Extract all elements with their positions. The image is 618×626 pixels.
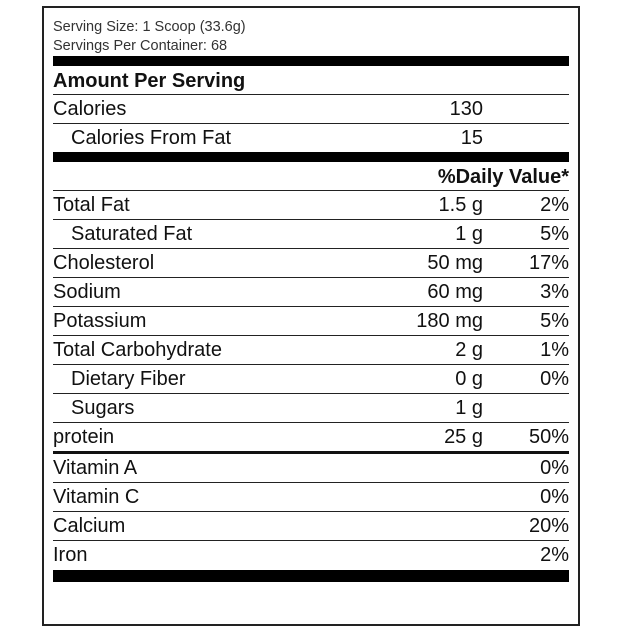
nutrient-row: Sodium 60 mg 3% (53, 278, 569, 306)
thick-divider (53, 152, 569, 162)
nutrient-row: Saturated Fat 1 g 5% (53, 220, 569, 248)
vitamin-daily-value: 0% (540, 486, 569, 508)
nutrient-name: Saturated Fat (71, 223, 193, 245)
nutrient-name: Dietary Fiber (71, 368, 186, 390)
divider (53, 422, 569, 423)
nutrient-row: Dietary Fiber 0 g 0% (53, 365, 569, 393)
nutrient-amount: 25 g (444, 426, 483, 448)
nutrient-amount: 1 g (455, 397, 483, 419)
nutrient-row: Potassium 180 mg 5% (53, 307, 569, 335)
calories-from-fat-row: Calories From Fat 15 (53, 124, 569, 152)
thick-divider (53, 56, 569, 66)
nutrient-name: Sugars (71, 397, 135, 419)
nutrient-name: Total Fat (53, 194, 130, 216)
calories-from-fat-value: 15 (460, 127, 483, 149)
divider (53, 540, 569, 541)
divider (53, 219, 569, 220)
nutrient-name: Potassium (53, 310, 147, 332)
nutrient-amount: 1.5 g (438, 194, 483, 216)
divider (53, 277, 569, 278)
nutrient-daily-value: 2% (540, 194, 569, 216)
nutrient-row: Sugars 1 g (53, 394, 569, 422)
calories-row: Calories 130 (53, 95, 569, 123)
divider (53, 511, 569, 512)
divider (53, 393, 569, 394)
vitamin-name: Vitamin C (53, 486, 140, 508)
vitamin-daily-value: 0% (540, 457, 569, 479)
nutrient-daily-value: 1% (540, 339, 569, 361)
thick-divider (53, 570, 569, 582)
vitamin-row: Iron 2% (53, 541, 569, 569)
divider (53, 123, 569, 124)
nutrient-daily-value: 17% (528, 252, 569, 274)
calories-value: 130 (449, 98, 483, 120)
nutrient-name: Sodium (53, 281, 121, 303)
nutrition-facts-label: Serving Size: 1 Scoop (33.6g) Servings P… (42, 6, 580, 626)
nutrient-daily-value: 0% (540, 368, 569, 390)
nutrient-row: Total Carbohydrate 2 g 1% (53, 336, 569, 364)
nutrient-amount: 1 g (455, 223, 483, 245)
divider (53, 248, 569, 249)
nutrient-amount: 50 mg (427, 252, 483, 274)
nutrient-name: Total Carbohydrate (53, 339, 222, 361)
nutrient-amount: 2 g (455, 339, 483, 361)
nutrient-amount: 0 g (455, 368, 483, 390)
calories-label: Calories (53, 98, 127, 120)
vitamin-row: Calcium 20% (53, 512, 569, 540)
nutrient-name: Cholesterol (53, 252, 155, 274)
divider (53, 451, 569, 454)
nutrient-daily-value: 5% (540, 310, 569, 332)
nutrient-name: protein (53, 426, 115, 448)
servings-per-container: Servings Per Container: 68 (53, 38, 228, 54)
divider (53, 94, 569, 95)
vitamin-row: Vitamin C 0% (53, 483, 569, 511)
serving-size: Serving Size: 1 Scoop (33.6g) (53, 19, 246, 35)
nutrient-amount: 180 mg (416, 310, 483, 332)
nutrient-row: protein 25 g 50% (53, 423, 569, 451)
daily-value-header: %Daily Value* (437, 166, 569, 188)
nutrient-row: Total Fat 1.5 g 2% (53, 191, 569, 219)
calories-from-fat-label: Calories From Fat (71, 127, 232, 149)
nutrient-daily-value: 5% (540, 223, 569, 245)
nutrient-row: Cholesterol 50 mg 17% (53, 249, 569, 277)
nutrient-daily-value: 3% (540, 281, 569, 303)
vitamin-name: Calcium (53, 515, 126, 537)
divider (53, 335, 569, 336)
vitamin-row: Vitamin A 0% (53, 454, 569, 482)
vitamin-name: Vitamin A (53, 457, 138, 479)
divider (53, 364, 569, 365)
divider (53, 306, 569, 307)
divider (53, 482, 569, 483)
divider (53, 190, 569, 191)
amount-per-serving: Amount Per Serving (53, 70, 246, 92)
vitamin-daily-value: 2% (540, 544, 569, 566)
vitamin-name: Iron (53, 544, 88, 566)
nutrient-amount: 60 mg (427, 281, 483, 303)
nutrient-daily-value: 50% (528, 426, 569, 448)
vitamin-daily-value: 20% (528, 515, 569, 537)
